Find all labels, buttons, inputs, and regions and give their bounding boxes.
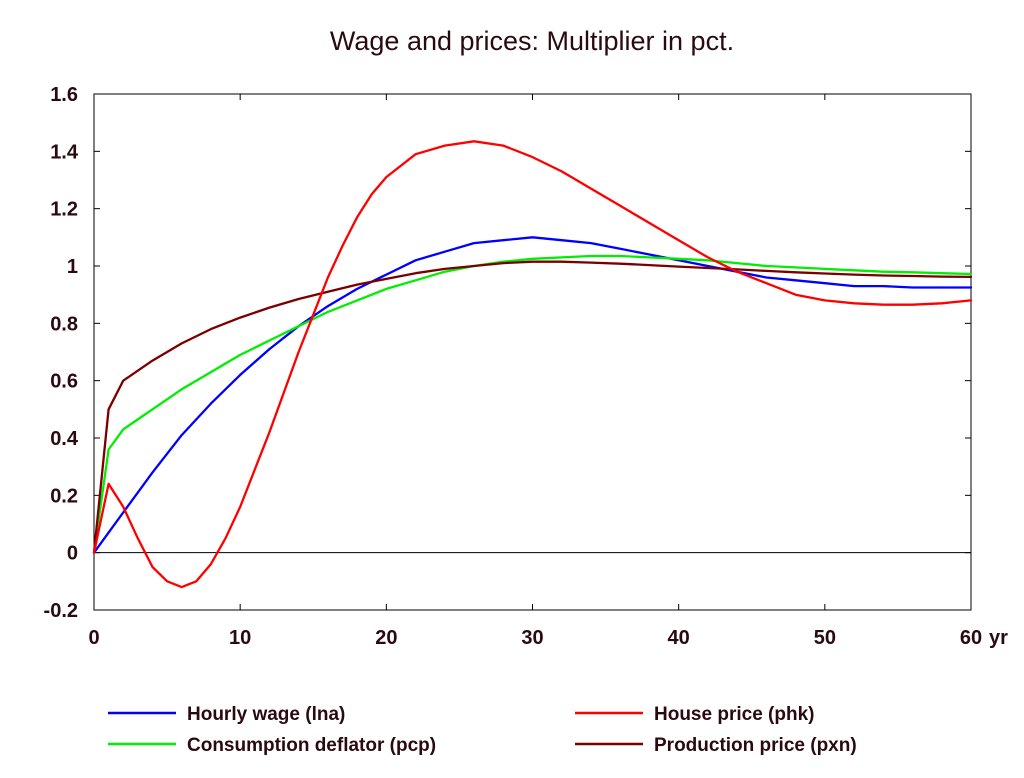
y-tick-label: 0.8 bbox=[50, 313, 78, 335]
series-line-consumption-deflator-pcp bbox=[92, 254, 973, 554]
x-tick-label: 0 bbox=[88, 627, 99, 649]
legend-item: Hourly wage (lna) bbox=[108, 704, 345, 725]
x-tick-label: 60 bbox=[960, 627, 982, 649]
axes: -0.2 0 0.2 0.4 0.6 0.8 1 1.2 1.4 1.6 0 10 20 30 40 50 60… bbox=[44, 84, 1009, 649]
legend-label: Consumption deflator (pcp) bbox=[187, 735, 436, 756]
series-line-production-price-pxn bbox=[92, 260, 973, 554]
x-tick-label: 20 bbox=[375, 627, 397, 649]
legend-label: House price (phk) bbox=[654, 704, 814, 725]
y-tick-label: 0.4 bbox=[50, 428, 79, 450]
x-tick-label: 40 bbox=[668, 627, 690, 649]
plot-frame bbox=[93, 93, 972, 611]
series-line-hourly-wage-lna bbox=[92, 236, 973, 554]
x-tick-label: 50 bbox=[814, 627, 836, 649]
legend: Hourly wage (lna) House price (phk) Consum… bbox=[108, 704, 857, 756]
y-tick-label: 1.6 bbox=[50, 84, 78, 106]
legend-label: Production price (pxn) bbox=[654, 735, 857, 756]
x-tick-label: 10 bbox=[229, 627, 251, 649]
y-tick-label: 1.4 bbox=[50, 141, 79, 163]
legend-label: Hourly wage (lna) bbox=[187, 704, 345, 725]
x-tick-label: 30 bbox=[521, 627, 543, 649]
y-tick-label: 0.2 bbox=[50, 485, 78, 507]
legend-item: House price (phk) bbox=[575, 704, 814, 725]
y-tick-label: 1 bbox=[67, 256, 78, 278]
series-lines bbox=[92, 140, 973, 589]
x-unit-label: yr bbox=[989, 627, 1008, 649]
chart-title: Wage and prices: Multiplier in pct. bbox=[330, 26, 734, 56]
series-line-house-price-phk bbox=[92, 140, 973, 589]
y-tick-label: -0.2 bbox=[44, 600, 78, 622]
y-tick-label: 0 bbox=[67, 543, 78, 565]
legend-item: Production price (pxn) bbox=[575, 735, 857, 756]
y-tick-label: 0.6 bbox=[50, 371, 78, 393]
legend-item: Consumption deflator (pcp) bbox=[108, 735, 436, 756]
y-tick-label: 1.2 bbox=[50, 199, 78, 221]
